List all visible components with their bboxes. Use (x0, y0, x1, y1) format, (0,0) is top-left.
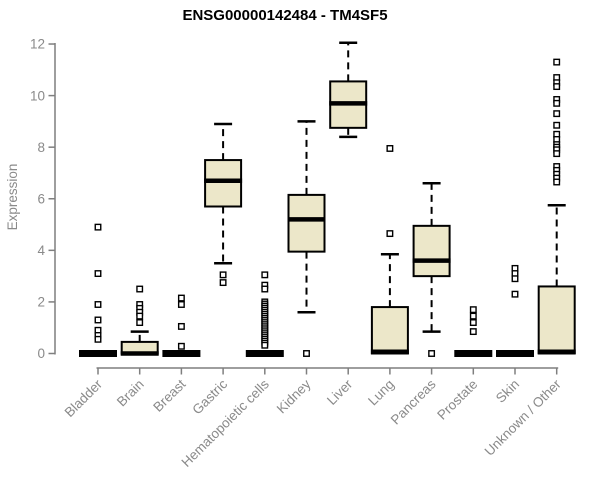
outlier-point (553, 83, 561, 91)
collapsed-box (496, 350, 534, 357)
box (204, 159, 243, 208)
outlier-point (428, 350, 436, 357)
collapsed-box (79, 350, 117, 357)
y-tick-label: 8 (37, 140, 45, 155)
collapsed-box (245, 350, 284, 357)
outlier-point (261, 341, 269, 349)
x-tick-label: Brain (114, 377, 147, 410)
outlier-point (553, 58, 561, 66)
x-tick-label: Bladder (62, 376, 106, 420)
outliers-group (94, 58, 561, 357)
collapsed-box (454, 350, 493, 357)
x-tick-label: Pancreas (388, 376, 439, 427)
x-tick-label: Unknown / Other (482, 376, 565, 459)
y-tick-label: 4 (37, 243, 45, 258)
y-tick-label: 10 (30, 88, 45, 103)
chart-title: ENSG00000142484 - TM4SF5 (182, 7, 387, 24)
collapsed-box (162, 350, 201, 357)
outlier-point (177, 342, 185, 350)
outlier-point (136, 319, 144, 327)
outlier-point (553, 178, 561, 186)
outlier-point (553, 99, 561, 107)
outlier-point (386, 145, 394, 152)
boxes-group (79, 41, 576, 357)
y-tick-label: 6 (37, 191, 45, 206)
outlier-point (136, 312, 144, 320)
y-tick-label: 0 (37, 346, 45, 361)
outlier-point (219, 271, 227, 279)
outlier-point (261, 285, 269, 293)
x-tick-label: Prostate (434, 377, 480, 423)
y-tick-label: 2 (37, 295, 45, 310)
outlier-point (303, 350, 310, 357)
x-tick-label: Kidney (274, 376, 314, 416)
outlier-point (469, 312, 477, 320)
outlier-point (94, 301, 102, 308)
box (370, 306, 409, 355)
x-tick-label: Gastric (189, 376, 230, 417)
y-axis-title: Expression (5, 164, 20, 231)
outlier-point (469, 319, 477, 327)
outlier-point (136, 285, 144, 293)
outlier-point (511, 290, 519, 298)
outlier-point (553, 150, 561, 158)
box (287, 193, 326, 253)
outlier-point (177, 294, 185, 302)
outlier-point (94, 335, 102, 343)
y-tick-label: 12 (30, 37, 45, 52)
outlier-point (469, 306, 477, 314)
outlier-point (553, 121, 561, 129)
outlier-point (177, 322, 185, 330)
outlier-point (511, 275, 519, 283)
outlier-point (261, 271, 269, 279)
outlier-point (94, 270, 102, 278)
outlier-point (386, 230, 394, 238)
outlier-point (219, 279, 227, 287)
outlier-point (94, 223, 102, 231)
x-tick-label: Liver (324, 376, 356, 408)
outlier-point (94, 316, 102, 324)
outlier-point (469, 328, 477, 336)
x-tick-label: Breast (150, 376, 188, 414)
x-tick-label: Skin (493, 377, 522, 406)
outlier-point (553, 110, 561, 118)
box (412, 224, 451, 278)
box (537, 285, 576, 355)
outlier-point (177, 301, 185, 308)
x-tick-label: Lung (365, 377, 397, 409)
